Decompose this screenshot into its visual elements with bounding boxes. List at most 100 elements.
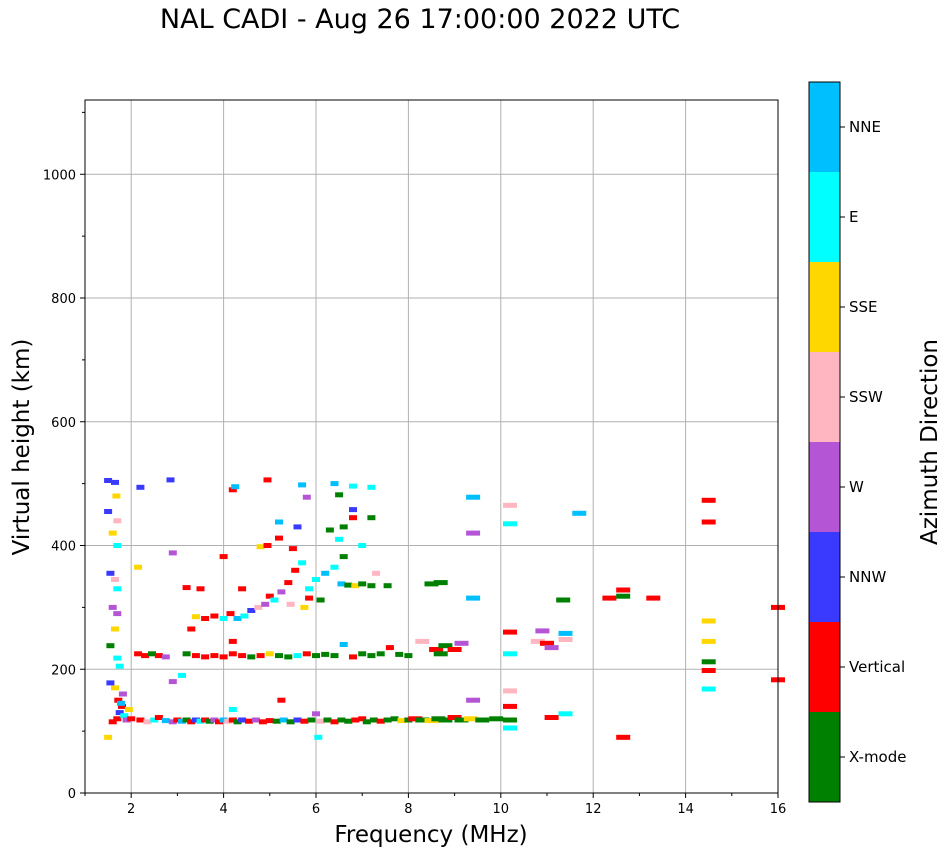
data-point xyxy=(503,521,517,527)
data-point xyxy=(182,585,191,591)
data-point xyxy=(228,651,237,657)
data-point xyxy=(286,601,295,607)
colorbar: X-mode Vertical NNW W SSW SSE E NNE xyxy=(808,81,906,803)
data-point xyxy=(307,717,316,723)
data-point xyxy=(316,597,325,603)
data-point xyxy=(265,651,274,657)
data-point xyxy=(245,718,253,724)
data-point xyxy=(558,630,573,636)
data-point xyxy=(312,711,320,717)
colorbar-segment xyxy=(809,82,840,172)
data-point xyxy=(463,716,478,722)
data-point xyxy=(182,651,191,657)
colorbar-frame xyxy=(808,81,841,803)
data-point xyxy=(305,586,314,592)
colorbar-label: Azimuth Direction xyxy=(917,339,943,545)
data-point xyxy=(466,595,481,601)
data-point xyxy=(104,478,113,483)
data-point xyxy=(201,654,210,660)
data-point xyxy=(701,638,716,644)
data-point xyxy=(339,524,348,530)
data-point xyxy=(376,718,385,724)
data-point xyxy=(544,645,559,651)
data-point xyxy=(385,645,394,651)
data-point xyxy=(238,717,247,723)
data-point xyxy=(154,653,163,659)
data-point xyxy=(113,611,122,617)
data-point xyxy=(124,707,133,712)
data-point xyxy=(238,586,247,592)
data-point xyxy=(196,586,205,592)
data-point xyxy=(544,715,559,720)
data-point xyxy=(168,679,177,685)
data-point xyxy=(367,583,376,589)
data-point xyxy=(114,697,123,703)
data-point xyxy=(429,647,444,652)
data-point xyxy=(323,717,332,723)
x-tick-label: 2 xyxy=(127,802,135,817)
data-point xyxy=(330,564,339,570)
data-point xyxy=(191,614,200,620)
data-point xyxy=(475,717,490,723)
data-point xyxy=(454,717,469,723)
data-point xyxy=(113,655,122,661)
data-point xyxy=(228,717,237,723)
data-point xyxy=(178,672,186,678)
data-point xyxy=(238,653,247,659)
data-point xyxy=(224,718,233,724)
data-point xyxy=(228,638,237,644)
data-point xyxy=(293,653,302,659)
data-point xyxy=(210,613,219,619)
data-point xyxy=(210,653,219,659)
colorbar-tick-label: X-mode xyxy=(849,748,906,766)
data-point xyxy=(558,711,573,717)
data-point xyxy=(104,509,113,514)
data-point xyxy=(358,543,367,548)
data-point xyxy=(247,654,256,660)
data-point xyxy=(205,718,214,724)
data-point xyxy=(616,593,631,599)
data-point xyxy=(330,719,339,725)
data-point xyxy=(173,717,182,723)
data-point xyxy=(113,586,122,592)
data-point xyxy=(106,643,115,649)
y-tick-label: 400 xyxy=(51,540,76,555)
x-axis-label: Frequency (MHz) xyxy=(334,822,527,848)
data-point xyxy=(108,719,117,725)
data-point xyxy=(275,653,283,659)
data-point xyxy=(136,717,145,723)
colorbar-segment xyxy=(809,352,840,442)
data-point xyxy=(300,604,309,610)
data-point xyxy=(349,483,357,489)
data-point xyxy=(351,583,360,589)
data-point xyxy=(277,589,286,595)
data-point xyxy=(305,595,314,601)
data-point xyxy=(270,597,279,603)
data-point xyxy=(219,654,228,660)
data-point xyxy=(358,716,367,722)
data-point xyxy=(284,654,293,660)
colorbar-tick-label: Vertical xyxy=(849,658,905,676)
data-point xyxy=(115,710,124,716)
data-point xyxy=(219,616,228,621)
data-point xyxy=(134,651,143,657)
data-point xyxy=(424,581,439,587)
data-point xyxy=(701,519,716,525)
data-point xyxy=(298,560,307,566)
data-point xyxy=(210,717,219,723)
x-tick-label: 4 xyxy=(219,802,227,817)
data-point xyxy=(300,718,309,724)
colorbar-segment xyxy=(809,622,840,712)
colorbar-segment xyxy=(809,532,840,622)
data-point xyxy=(616,734,631,740)
data-point xyxy=(166,477,175,483)
colorbar-tick-label: E xyxy=(849,208,858,226)
data-point xyxy=(302,494,311,500)
data-point xyxy=(231,484,240,490)
data-point xyxy=(161,718,170,724)
colorbar-segment xyxy=(809,442,840,532)
data-point xyxy=(701,686,716,692)
chart-title: NAL CADI - Aug 26 17:00:00 2022 UTC xyxy=(159,4,681,35)
y-axis-label: Virtual height (km) xyxy=(9,339,35,556)
data-point xyxy=(117,700,125,706)
